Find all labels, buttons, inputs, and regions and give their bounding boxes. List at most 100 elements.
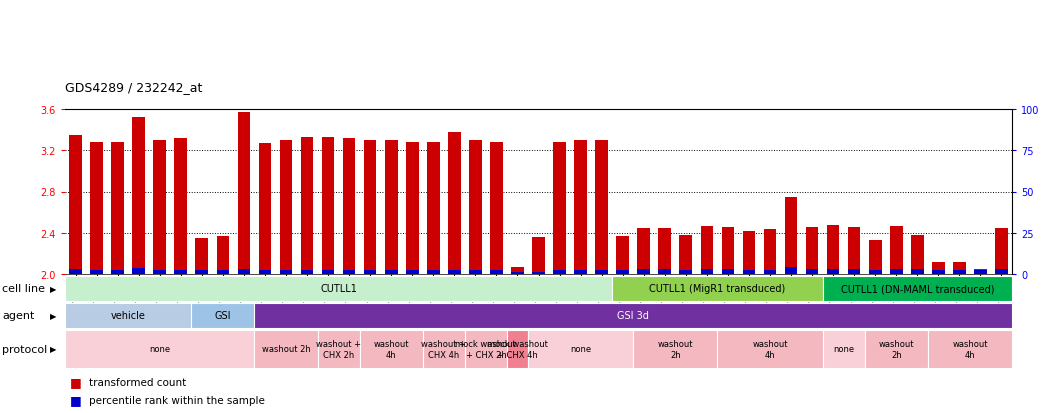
Bar [90,270,103,274]
Bar [553,142,565,274]
Bar [638,228,650,274]
Text: ▶: ▶ [50,284,57,293]
Bar [217,270,229,274]
Bar [154,140,166,274]
Text: CUTLL1: CUTLL1 [320,284,357,294]
Bar [869,240,882,274]
Bar [196,238,208,274]
Bar [111,270,124,274]
Text: CUTLL1 (MigR1 transduced): CUTLL1 (MigR1 transduced) [649,284,785,294]
Bar [596,140,608,274]
Text: washout
4h: washout 4h [374,339,409,359]
Bar [511,267,524,274]
Bar [69,269,82,274]
Bar [511,272,524,274]
Bar [238,269,250,274]
Bar [259,144,271,274]
Text: GSI 3d: GSI 3d [618,311,649,321]
Bar [806,227,819,274]
Bar [617,236,629,274]
Bar [995,228,1008,274]
Bar [406,270,419,274]
Bar [217,236,229,274]
Text: washout
4h: washout 4h [952,339,987,359]
Bar [932,270,944,274]
Bar [342,270,355,274]
Bar [90,142,103,274]
Bar [448,133,461,274]
Text: washout
2h: washout 2h [878,339,914,359]
Text: ■: ■ [70,375,82,389]
Text: mock washout
+ CHX 2h: mock washout + CHX 2h [455,339,516,359]
Bar [742,231,755,274]
Bar [363,270,377,274]
Bar [300,270,313,274]
Text: mock washout
+ CHX 4h: mock washout + CHX 4h [487,339,548,359]
Bar [406,142,419,274]
Bar [638,269,650,274]
Bar [848,227,861,274]
Bar [469,270,482,274]
Bar [596,270,608,274]
Bar [69,135,82,274]
Bar [721,227,734,274]
Text: washout 2h: washout 2h [262,345,310,354]
Bar [890,269,903,274]
Bar [659,228,671,274]
Bar [363,140,377,274]
Bar [300,138,313,274]
Text: percentile rank within the sample: percentile rank within the sample [89,395,265,405]
Bar [574,140,587,274]
Bar [700,226,713,274]
Bar [469,140,482,274]
Bar [532,237,544,274]
Text: none: none [570,345,592,354]
Text: none: none [149,345,171,354]
Text: GDS4289 / 232242_at: GDS4289 / 232242_at [65,81,202,93]
Bar [848,269,861,274]
Bar [932,262,944,274]
Bar [280,270,292,274]
Bar [553,270,565,274]
Text: vehicle: vehicle [111,311,146,321]
Bar [827,269,840,274]
Bar [321,270,334,274]
Bar [617,270,629,274]
Bar [869,270,882,274]
Text: cell line: cell line [2,284,45,294]
Text: ▶: ▶ [50,345,57,354]
Bar [490,142,503,274]
Bar [175,270,187,274]
Bar [259,270,271,274]
Bar [532,272,544,274]
Bar [280,140,292,274]
Bar [974,269,986,274]
Bar [385,270,398,274]
Bar [784,197,798,274]
Bar [385,140,398,274]
Text: washout +
CHX 2h: washout + CHX 2h [316,339,361,359]
Bar [342,138,355,274]
Bar [427,270,440,274]
Bar [763,229,776,274]
Text: ▶: ▶ [50,311,57,320]
Bar [700,269,713,274]
Bar [953,262,965,274]
Bar [827,225,840,274]
Bar [427,142,440,274]
Text: protocol: protocol [2,344,47,354]
Bar [238,113,250,274]
Bar [995,269,1008,274]
Bar [721,269,734,274]
Bar [321,138,334,274]
Bar [574,270,587,274]
Text: agent: agent [2,311,35,321]
Bar [742,270,755,274]
Text: transformed count: transformed count [89,377,186,387]
Bar [154,270,166,274]
Bar [490,270,503,274]
Text: washout +
CHX 4h: washout + CHX 4h [421,339,466,359]
Bar [911,235,923,274]
Bar [680,235,692,274]
Bar [953,270,965,274]
